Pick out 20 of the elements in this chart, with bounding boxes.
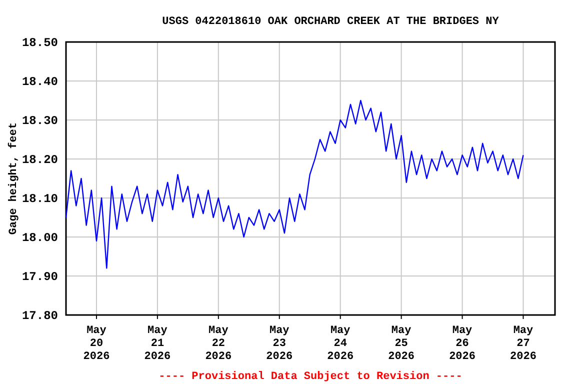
x-tick-label: May 24 2026: [327, 325, 354, 363]
y-tick-label: 17.80: [22, 309, 58, 324]
y-tick-label: 18.10: [22, 192, 58, 206]
x-tick-label: May 20 2026: [83, 325, 110, 363]
x-tick-label: May 26 2026: [449, 325, 476, 363]
x-tick-label: May 21 2026: [144, 325, 171, 363]
y-tick-label: 18.50: [22, 36, 58, 50]
x-tick-label: May 27 2026: [510, 325, 536, 363]
y-tick-label: 18.40: [22, 75, 58, 90]
x-tick-label: May 23 2026: [266, 325, 293, 363]
y-tick-label: 18.30: [22, 114, 58, 128]
line-series: [65, 100, 524, 269]
chart-title: USGS 0422018610 OAK ORCHARD CREEK AT THE BRIDGES NY: [162, 16, 500, 28]
text: ---- Provisional Data Subject to Revision ----: [158, 371, 462, 383]
y-axis-title: Gage height, feet: [7, 122, 20, 235]
x-tick-label: May 22 2026: [205, 325, 232, 363]
y-tick-label: 17.90: [22, 270, 58, 284]
y-tick-label: 18.20: [22, 153, 58, 168]
x-tick-label: May 25 2026: [388, 325, 415, 363]
y-tick-label: 18.00: [22, 231, 58, 246]
